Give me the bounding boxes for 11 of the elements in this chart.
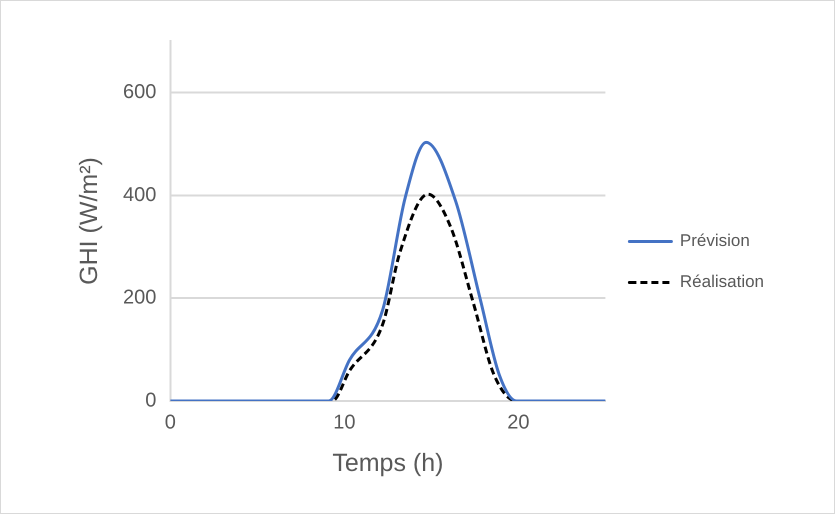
legend-label: Prévision — [680, 231, 750, 250]
y-tick-label: 200 — [122, 286, 156, 309]
x-tick-label: 10 — [333, 412, 356, 434]
legend-label: Réalisation — [680, 272, 764, 292]
x-axis-title: Temps (h) — [332, 448, 444, 477]
y-axis-title: GHI (W/m²) — [74, 157, 103, 285]
x-tick-label: 20 — [507, 412, 530, 434]
y-tick-label: 0 — [145, 390, 156, 412]
x-tick-label: 0 — [164, 412, 176, 434]
y-tick-label: 600 — [122, 80, 156, 103]
y-tick-label: 400 — [122, 184, 156, 206]
